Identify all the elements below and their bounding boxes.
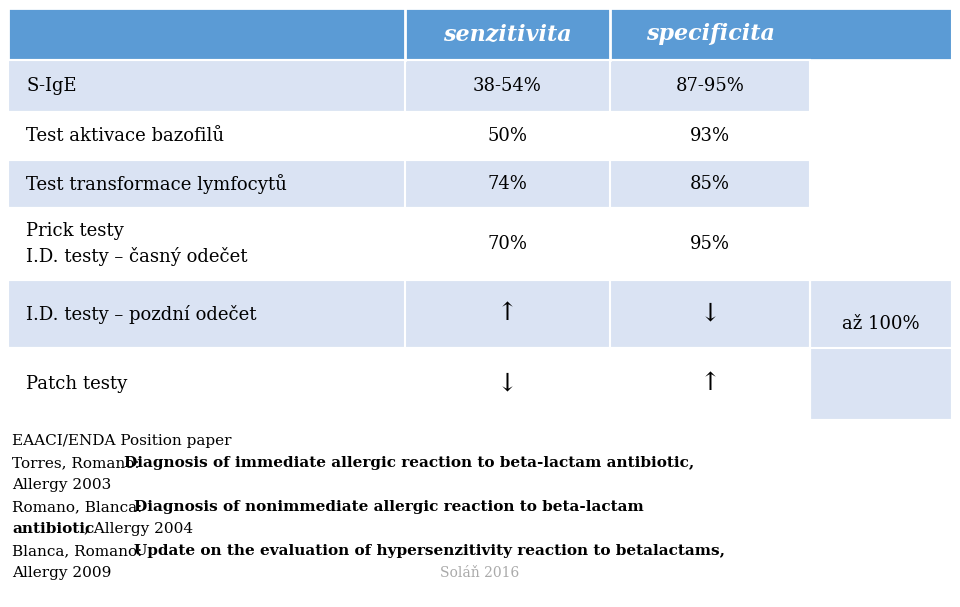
Bar	[8, 60, 810, 112]
Text: 50%: 50%	[488, 127, 527, 145]
Text: 95%: 95%	[690, 235, 730, 253]
Text: antibiotic: antibiotic	[12, 522, 94, 536]
Bar	[8, 160, 810, 208]
Text: Test transformace lymfocytů: Test transformace lymfocytů	[26, 174, 287, 194]
Bar	[8, 208, 810, 280]
Text: Prick testy
I.D. testy – časný odečet: Prick testy I.D. testy – časný odečet	[26, 222, 248, 266]
Text: I.D. testy – pozdní odečet: I.D. testy – pozdní odečet	[26, 305, 256, 324]
Text: Allergy 2003: Allergy 2003	[12, 478, 111, 492]
Text: specificita: specificita	[645, 23, 775, 45]
Text: senzitivita: senzitivita	[444, 23, 572, 45]
Text: ↑: ↑	[497, 302, 518, 325]
Text: Soláň 2016: Soláň 2016	[441, 566, 519, 580]
Text: Patch testy: Patch testy	[26, 375, 128, 393]
Text: 74%: 74%	[488, 175, 527, 193]
Text: Diagnosis of nonimmediate allergic reaction to beta-lactam: Diagnosis of nonimmediate allergic react…	[134, 500, 644, 514]
Text: 85%: 85%	[690, 175, 730, 193]
Text: EAACI/ENDA Position paper: EAACI/ENDA Position paper	[12, 434, 231, 448]
Text: , Allergy 2004: , Allergy 2004	[84, 522, 193, 536]
Text: Torres, Romano:: Torres, Romano:	[12, 456, 145, 470]
Bar	[810, 280, 952, 420]
Text: Blanca, Romano:: Blanca, Romano:	[12, 544, 147, 558]
Text: ↓: ↓	[700, 302, 721, 325]
Text: ↓: ↓	[497, 373, 518, 396]
Text: Allergy 2009: Allergy 2009	[12, 566, 111, 580]
Text: Diagnosis of immediate allergic reaction to beta-lactam antibiotic,: Diagnosis of immediate allergic reaction…	[124, 456, 694, 470]
Text: ↑: ↑	[700, 373, 721, 396]
Text: 87-95%: 87-95%	[676, 77, 744, 95]
Text: Update on the evaluation of hypersenzitivity reaction to betalactams,: Update on the evaluation of hypersenziti…	[134, 544, 725, 558]
Bar	[8, 112, 810, 160]
Bar	[8, 348, 810, 420]
Text: Romano, Blanca:: Romano, Blanca:	[12, 500, 147, 514]
Bar	[8, 8, 952, 60]
Text: 38-54%: 38-54%	[473, 77, 542, 95]
Text: Test aktivace bazofilů: Test aktivace bazofilů	[26, 127, 224, 145]
Bar	[8, 280, 810, 348]
Text: až 100%: až 100%	[842, 315, 920, 333]
Text: S-IgE: S-IgE	[26, 77, 77, 95]
Text: 93%: 93%	[690, 127, 730, 145]
Text: 70%: 70%	[488, 235, 527, 253]
